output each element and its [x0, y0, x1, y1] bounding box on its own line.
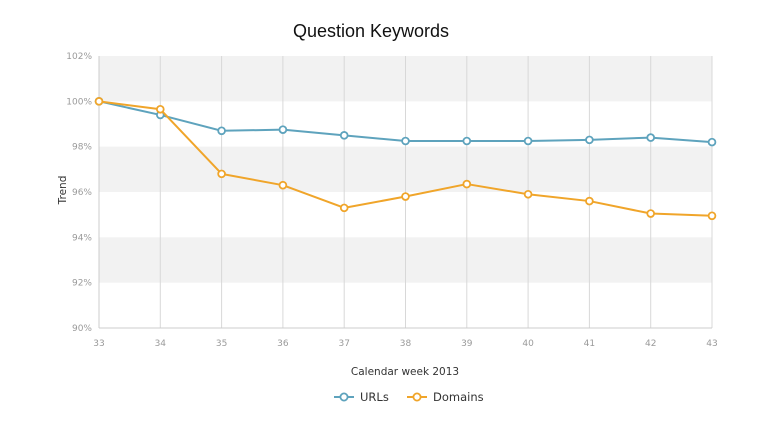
x-tick-label: 35 — [216, 339, 227, 349]
x-tick-label: 43 — [706, 339, 717, 349]
data-point-domains — [156, 104, 165, 114]
legend-label-domains: Domains — [433, 390, 484, 404]
x-tick-labels: 33 34 35 36 37 38 39 40 41 42 43 — [93, 339, 717, 349]
data-point-urls — [523, 136, 533, 146]
x-tick-label: 39 — [461, 339, 473, 349]
y-tick-label: 102% — [66, 52, 92, 62]
data-point-domains — [646, 209, 655, 218]
legend-item-urls: URLs — [334, 390, 389, 404]
data-point-urls — [462, 136, 472, 146]
data-point-domains — [339, 203, 349, 213]
x-tick-label: 41 — [584, 339, 595, 349]
y-tick-label: 90% — [72, 324, 92, 334]
x-tick-label: 38 — [400, 339, 412, 349]
legend: URLs Domains — [334, 390, 484, 404]
chart-title: Question Keywords — [293, 21, 449, 41]
data-point-urls — [585, 135, 594, 145]
series-domains — [94, 97, 717, 221]
data-point-domains — [707, 211, 717, 221]
legend-marker-domains — [412, 392, 422, 402]
y-axis-label: Trend — [57, 176, 69, 206]
series-layer — [94, 97, 717, 221]
data-point-domains — [523, 189, 533, 199]
data-point-urls — [278, 125, 288, 134]
x-tick-label: 42 — [645, 339, 656, 349]
data-point-domains — [462, 179, 472, 189]
data-point-domains — [94, 97, 104, 106]
x-tick-label: 33 — [93, 339, 104, 349]
data-point-urls — [401, 136, 410, 146]
data-point-urls — [646, 133, 655, 142]
legend-marker-urls — [339, 392, 349, 402]
y-tick-label: 94% — [72, 233, 92, 243]
x-tick-label: 40 — [522, 339, 534, 349]
y-tick-labels: 90% 92% 94% 96% 98% 100% 102% — [66, 52, 92, 334]
y-tick-label: 100% — [66, 97, 92, 107]
data-point-domains — [278, 180, 288, 190]
y-tick-label: 92% — [72, 279, 92, 289]
x-tick-label: 37 — [338, 339, 349, 349]
x-tick-label: 36 — [277, 339, 289, 349]
data-point-domains — [585, 196, 594, 206]
legend-item-domains: Domains — [407, 390, 484, 404]
data-point-urls — [707, 137, 717, 147]
legend-label-urls: URLs — [360, 390, 389, 404]
data-point-urls — [217, 126, 226, 136]
data-point-urls — [339, 131, 349, 140]
x-axis-label: Calendar week 2013 — [351, 366, 459, 378]
y-tick-label: 96% — [72, 188, 92, 198]
data-point-domains — [401, 192, 410, 201]
data-point-domains — [217, 169, 226, 179]
x-tick-label: 34 — [155, 339, 167, 349]
y-tick-label: 98% — [72, 143, 92, 153]
